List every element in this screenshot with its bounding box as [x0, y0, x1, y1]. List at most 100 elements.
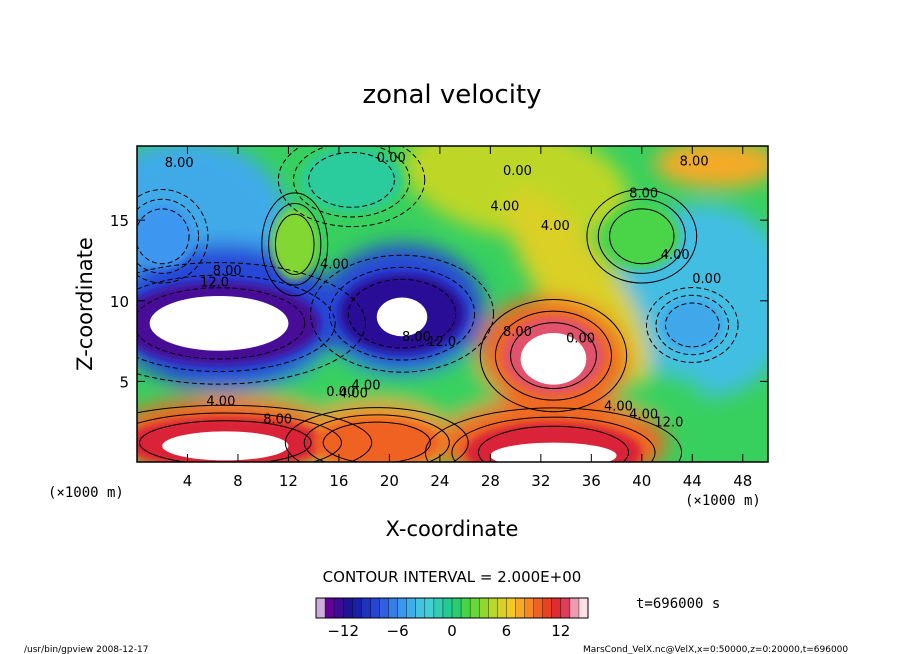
- velocity-field: [137, 146, 768, 462]
- x-unit-note-right: (×1000 m): [685, 493, 761, 509]
- x-tick-label: 24: [430, 472, 449, 490]
- colorbar-swatch: [334, 598, 344, 618]
- contour-line: [303, 414, 450, 462]
- contour-line: [586, 189, 698, 284]
- core-max-4: [490, 442, 617, 462]
- contour-label: 12.0: [427, 335, 456, 350]
- colorbar-swatch: [325, 598, 335, 618]
- contour-line: [137, 404, 373, 462]
- contour-label: 8.00: [165, 156, 194, 171]
- contour-label: 4.00: [339, 387, 368, 402]
- contour-line: [308, 151, 395, 208]
- colorbar-swatch: [379, 598, 390, 618]
- contour-label: 0.00: [377, 151, 406, 166]
- x-tick-label: 20: [380, 472, 399, 490]
- x-tick-label: 8: [233, 472, 243, 490]
- x-tick-label: 40: [632, 472, 651, 490]
- y-axis-ticks: 5 10 15: [110, 212, 768, 391]
- contour-line: [424, 407, 683, 462]
- contour-line: [310, 254, 495, 373]
- contour-line: [137, 262, 366, 385]
- colorbar: [315, 597, 589, 619]
- colorbar-swatch: [578, 598, 589, 618]
- x-tick-label: 44: [683, 472, 702, 490]
- contour-labels: 8.0012.04.000.008.0012.08.004.004.000.00…: [165, 151, 721, 430]
- x-tick-label: 16: [329, 472, 348, 490]
- contour-label: 12.0: [200, 275, 229, 290]
- contour-line: [284, 407, 469, 462]
- contour-line: [494, 310, 613, 401]
- core-2: [272, 208, 318, 280]
- colorbar-swatch: [415, 598, 426, 618]
- time-label: t=696000 s: [636, 596, 720, 612]
- y-tick-label: 10: [110, 293, 129, 311]
- core-max-1: [376, 297, 428, 337]
- region-top-yellow: [403, 146, 628, 239]
- contour-line: [274, 213, 315, 275]
- colorbar-swatch: [370, 598, 380, 618]
- colorbar-swatch: [343, 598, 353, 618]
- colorbar-swatch: [452, 598, 462, 618]
- colorbar-tick-label: −12: [327, 622, 359, 640]
- contour-line: [655, 294, 730, 356]
- x-unit-note-left: (×1000 m): [48, 485, 124, 501]
- contour-line: [137, 274, 336, 373]
- footer-left: /usr/bin/gpview 2008-12-17: [24, 645, 148, 654]
- contour-line: [293, 146, 411, 218]
- x-tick-label: 12: [279, 472, 298, 490]
- contour-label: 0.00: [503, 164, 532, 179]
- contour-interval-text: CONTOUR INTERVAL = 2.000E+00: [323, 568, 582, 586]
- contour-label: 4.00: [541, 219, 570, 234]
- plot-frame: [136, 145, 769, 463]
- contour-label: 0.00: [326, 385, 355, 400]
- y-tick-label: 15: [110, 212, 129, 230]
- colorbar-swatch: [569, 598, 580, 618]
- colorbar-swatch: [560, 598, 571, 618]
- contour-label: 12.0: [654, 416, 683, 431]
- colorbar-swatch: [433, 598, 444, 618]
- x-tick-label: 32: [531, 472, 550, 490]
- contour-line: [137, 208, 190, 265]
- x-tick-label: 28: [481, 472, 500, 490]
- contour-label: 8.00: [629, 187, 658, 202]
- contour-label: 8.00: [503, 325, 532, 340]
- contour-line: [597, 198, 686, 274]
- contour-label: 8.00: [680, 154, 709, 169]
- contour-label: 4.00: [352, 378, 381, 393]
- chart-title: zonal velocity: [362, 80, 541, 110]
- contour-label: 8.00: [263, 412, 292, 427]
- colorbar-swatch: [470, 598, 480, 618]
- footer-right: MarsCond_VelX.nc@VelX,x=0:50000,z=0:2000…: [583, 645, 848, 654]
- core-5: [313, 418, 440, 462]
- colorbar-swatch: [461, 598, 471, 618]
- contour-label: 4.00: [629, 407, 658, 422]
- x-axis-label: X-coordinate: [386, 517, 519, 541]
- contour-line: [646, 287, 739, 363]
- colorbar-swatch: [551, 598, 562, 618]
- contour-line: [261, 192, 329, 297]
- colorbar-swatch: [488, 598, 498, 618]
- contour-line: [451, 416, 656, 462]
- contour-label: 8.00: [213, 264, 242, 279]
- contour-line: [268, 203, 322, 286]
- colorbar-swatch: [316, 598, 326, 618]
- contour-line: [609, 208, 675, 265]
- colorbar-swatch: [361, 598, 371, 618]
- colorbar-swatch: [442, 598, 453, 618]
- contour-line: [477, 425, 630, 462]
- core-max-3: [162, 431, 289, 461]
- colorbar-tick-label: 6: [502, 622, 512, 640]
- contour-line: [664, 302, 720, 348]
- y-axis-label: Z-coordinate: [73, 237, 97, 371]
- colorbar-swatch: [515, 598, 526, 618]
- core-10: [137, 204, 194, 269]
- core-max-0: [149, 295, 289, 351]
- colorbar-swatch: [424, 598, 435, 618]
- colorbar-tick-label: 0: [447, 622, 457, 640]
- plot-area: 8.0012.04.000.008.0012.08.004.004.000.00…: [137, 146, 768, 462]
- contour-line: [479, 298, 628, 413]
- colorbar-swatch: [524, 598, 535, 618]
- contour-lines: [137, 146, 739, 462]
- contour-label: 4.00: [604, 399, 633, 414]
- contour-line: [322, 421, 431, 462]
